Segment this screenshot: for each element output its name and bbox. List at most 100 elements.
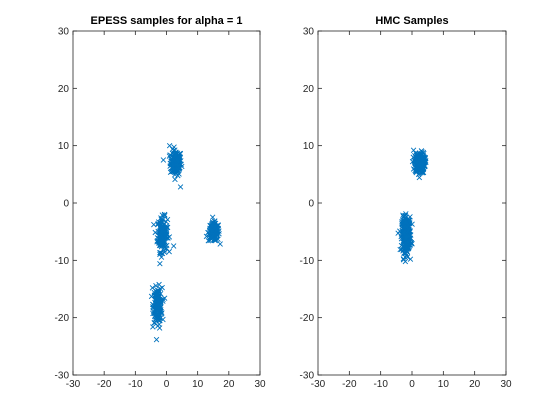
right-sample-point — [403, 235, 409, 241]
right-sample-point — [405, 244, 411, 250]
right-sample-point — [403, 250, 409, 257]
left-sample-point — [153, 336, 160, 343]
left-sample-point — [163, 230, 170, 237]
right-sample-point — [400, 256, 407, 262]
left-sample-point — [162, 244, 168, 250]
left-sample-point — [154, 316, 161, 323]
left-sample-point — [175, 157, 181, 163]
left-sample-point — [157, 219, 163, 226]
left-sample-point — [177, 184, 184, 190]
left-sample-point — [168, 158, 174, 164]
left-sample-point — [160, 223, 166, 229]
left-sample-point — [157, 249, 163, 256]
left-sample-point — [210, 227, 216, 233]
left-sample-point — [212, 218, 218, 224]
right-x-tick-label: -10 — [373, 379, 388, 390]
left-sample-point — [152, 292, 158, 298]
left-sample-point — [209, 214, 216, 220]
right-x-tick-label: 30 — [500, 379, 512, 390]
left-sample-point — [156, 232, 162, 239]
left-sample-point — [209, 234, 215, 240]
left-sample-point — [166, 142, 173, 149]
left-sample-point — [174, 165, 180, 172]
right-y-tick-label: 10 — [303, 141, 315, 152]
right-sample-point — [401, 230, 408, 236]
right-sample-point — [403, 211, 409, 217]
left-y-tick-label: 0 — [63, 199, 69, 210]
right-sample-point — [405, 228, 411, 235]
left-x-tick-label: -20 — [97, 379, 112, 390]
left-sample-point — [155, 300, 161, 306]
left-sample-point — [149, 285, 156, 291]
right-sample-point — [420, 156, 427, 163]
left-sample-point — [160, 157, 167, 163]
left-sample-point — [172, 176, 178, 183]
left-plot-ticks: -30 -20 -10 0 10 20 30 -30 -20 -10 0 10 20 30 — [55, 27, 266, 391]
left-sample-point — [157, 260, 163, 267]
left-sample-point — [159, 227, 166, 233]
right-y-tick-label: -10 — [300, 256, 315, 267]
right-sample-point — [419, 161, 426, 167]
left-sample-point — [164, 216, 171, 223]
left-y-tick-label: -30 — [55, 371, 70, 382]
right-x-tick-label: 0 — [409, 379, 415, 390]
left-sample-point — [157, 235, 164, 242]
left-x-tick-label: 0 — [164, 379, 170, 390]
right-plot-axes-box — [317, 30, 507, 376]
right-plot-points — [395, 147, 429, 265]
right-sample-point — [400, 224, 407, 231]
right-x-tick-label: -30 — [311, 379, 326, 390]
left-y-tick-label: 10 — [58, 141, 70, 152]
right-sample-point — [400, 257, 407, 263]
left-sample-point — [172, 153, 178, 160]
left-x-tick-label: 20 — [223, 379, 235, 390]
left-sample-point — [154, 289, 160, 295]
right-sample-point — [407, 256, 414, 262]
right-y-tick-label: 20 — [303, 84, 315, 95]
left-sample-point — [159, 219, 165, 225]
right-sample-point — [415, 159, 422, 165]
left-sample-point — [150, 305, 156, 311]
right-sample-point — [399, 221, 406, 228]
left-sample-point — [151, 221, 157, 228]
right-x-tick-label: 10 — [438, 379, 450, 390]
right-y-tick-label: -20 — [300, 313, 315, 324]
right-sample-point — [405, 246, 412, 252]
left-plot-title: EPESS samples for alpha = 1 — [91, 15, 243, 27]
left-sample-point — [170, 243, 177, 249]
left-sample-point — [174, 161, 180, 167]
left-x-tick-label: -30 — [66, 379, 81, 390]
left-sample-point — [162, 212, 168, 219]
left-plot-axes-box — [72, 30, 261, 376]
left-sample-point — [169, 158, 175, 164]
right-x-tick-label: -20 — [342, 379, 357, 390]
left-x-tick-label: 10 — [192, 379, 204, 390]
right-plot-ticks: -30 -20 -10 0 10 20 30 -30 -20 -10 0 10 20 30 — [300, 27, 512, 391]
right-sample-point — [404, 239, 411, 245]
left-sample-point — [153, 282, 159, 289]
left-scatter-plot: EPESS samples for alpha = 1 -30 -20 -10 0 10… — [55, 15, 266, 390]
left-sample-point — [154, 311, 160, 317]
left-y-tick-label: -10 — [55, 256, 70, 267]
left-sample-point — [166, 153, 173, 159]
right-sample-point — [410, 147, 417, 153]
left-sample-point — [150, 324, 156, 330]
right-sample-point — [415, 171, 422, 178]
right-sample-point — [407, 220, 413, 226]
left-sample-point — [203, 233, 210, 240]
right-sample-point — [420, 149, 427, 156]
right-sample-point — [414, 155, 420, 161]
right-sample-point — [419, 149, 425, 155]
left-sample-point — [153, 295, 160, 301]
left-y-tick-label: 20 — [58, 84, 70, 95]
left-sample-point — [177, 150, 183, 157]
left-sample-point — [157, 305, 163, 311]
right-plot-title: HMC Samples — [375, 15, 448, 27]
left-sample-point — [176, 156, 183, 163]
left-y-tick-label: 30 — [58, 27, 70, 38]
left-y-tick-label: -20 — [55, 313, 70, 324]
left-sample-point — [159, 223, 165, 229]
right-y-tick-label: 0 — [308, 199, 314, 210]
right-sample-point — [401, 250, 407, 256]
